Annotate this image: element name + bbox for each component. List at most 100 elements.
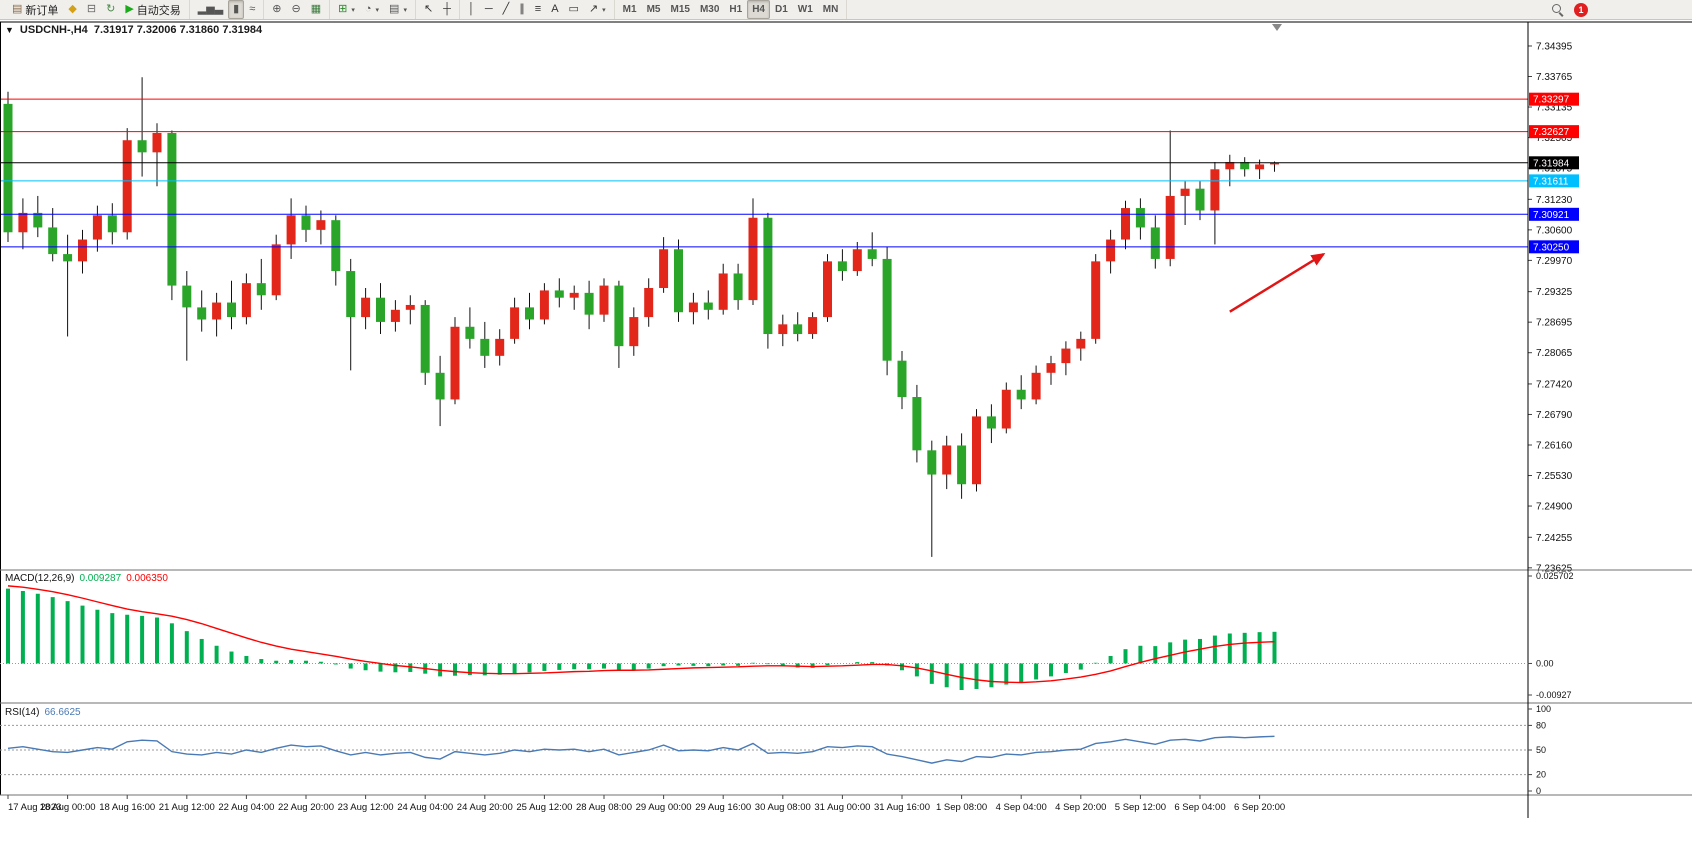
timeframe-h1-button[interactable]: H1 — [724, 0, 747, 19]
candle — [823, 254, 832, 322]
candle — [718, 263, 728, 315]
candle — [554, 278, 564, 308]
channel-icon: ∥ — [519, 3, 525, 15]
toolbar-group-zoom: ⊕ ⊖ ▦ — [264, 0, 331, 19]
candle — [420, 300, 430, 385]
candle — [241, 273, 251, 325]
indicators-icon: ⊞ — [338, 3, 348, 15]
candle — [212, 292, 222, 337]
timeframe-d1-button[interactable]: D1 — [770, 0, 793, 19]
vertical-line-button[interactable]: │ — [463, 0, 480, 19]
candle — [927, 440, 937, 557]
time-axis-label: 18 Aug 00:00 — [40, 802, 96, 813]
vertical-line-icon: │ — [467, 3, 475, 15]
print-button[interactable]: ⊟ — [82, 0, 101, 19]
candle — [1150, 215, 1160, 269]
time-axis-label: 24 Aug 04:00 — [397, 802, 453, 813]
one-click-trading-arrow-icon[interactable]: ▼ — [5, 25, 14, 35]
dropdown-caret-icon[interactable]: ▾ — [351, 6, 355, 14]
candle — [644, 278, 654, 327]
dropdown-caret-icon[interactable]: ▾ — [602, 6, 606, 14]
rsi-axis-label: 20 — [1536, 770, 1546, 780]
timeframe-m5-button[interactable]: M5 — [642, 0, 666, 19]
candles — [3, 77, 1279, 557]
support-line-blue-upper-price-tag: 7.30921 — [1529, 207, 1579, 221]
crosshair-button[interactable]: ┼ — [438, 0, 456, 19]
time-axis-label: 21 Aug 12:00 — [159, 802, 215, 813]
candle — [107, 203, 117, 245]
notification-badge[interactable]: 1 — [1574, 2, 1588, 17]
price-axis-label: 7.28065 — [1536, 348, 1573, 359]
candle — [197, 290, 207, 332]
candle — [286, 198, 296, 259]
label-icon: ▭ — [568, 3, 579, 15]
timeframe-m30-button[interactable]: M30 — [695, 0, 724, 19]
search-icon[interactable] — [1552, 3, 1564, 16]
metaeditor-icon: ◆ — [68, 3, 77, 15]
candle — [808, 312, 818, 339]
trend-arrow[interactable] — [1229, 253, 1326, 313]
chart-canvas[interactable]: 7.343957.337657.331357.325057.318757.312… — [0, 20, 1692, 818]
arrows-button[interactable]: ↗ ▾ — [584, 0, 611, 19]
macd-axis-label: 0.00 — [1536, 658, 1554, 668]
new-order-button[interactable]: ▤ 新订单 — [7, 0, 63, 19]
candle — [405, 295, 415, 325]
cursor-button[interactable]: ↖ — [419, 0, 438, 19]
candle — [986, 404, 996, 444]
time-axis-label: 31 Aug 00:00 — [814, 802, 870, 813]
chart-area: 7.343957.337657.331357.325057.318757.312… — [0, 20, 1692, 818]
candlestick-button[interactable]: ▮ — [228, 0, 245, 19]
price-axis-label: 7.33135 — [1536, 103, 1573, 114]
candle — [376, 283, 385, 335]
timeframe-d1-label: D1 — [774, 4, 788, 15]
time-axis-label: 29 Aug 00:00 — [636, 802, 692, 813]
zoom-out-button[interactable]: ⊖ — [287, 0, 306, 19]
rsi-axis-label: 80 — [1536, 720, 1546, 730]
tile-windows-button[interactable]: ▦ — [306, 0, 326, 19]
zoom-in-button[interactable]: ⊕ — [267, 0, 286, 19]
templates-button[interactable]: ▤ ▾ — [384, 0, 412, 19]
periods-button[interactable]: ◔ ▾ — [360, 0, 384, 19]
toolbar-group-trade: ▤ 新订单 ◆ ⊟ ↻ ▶ 自动交易 — [4, 0, 190, 19]
timeframe-m15-button[interactable]: M15 — [665, 0, 694, 19]
chart-shift-marker[interactable] — [1272, 24, 1282, 31]
trendline-button[interactable]: ╱ — [498, 0, 515, 19]
horizontal-line-button[interactable]: ─ — [480, 0, 498, 19]
timeframe-mn-button[interactable]: MN — [818, 0, 844, 19]
candle — [3, 91, 13, 242]
time-axis-label: 4 Sep 20:00 — [1055, 802, 1106, 813]
channel-button[interactable]: ∥ — [514, 0, 530, 19]
candle — [1001, 382, 1011, 434]
timeframe-m30-label: M30 — [699, 4, 720, 15]
bar-chart-button[interactable]: ▂▅▃ — [193, 0, 228, 19]
candle — [510, 297, 520, 344]
candle — [525, 292, 534, 330]
line-chart-button[interactable]: ≈ — [244, 0, 260, 19]
price-axis-label: 7.23625 — [1536, 563, 1573, 574]
time-axis-label: 30 Aug 08:00 — [755, 802, 811, 813]
timeframe-h4-button[interactable]: H4 — [747, 0, 770, 19]
candle — [569, 285, 579, 310]
toolbar-group-cursor: ↖ ┼ — [416, 0, 460, 19]
refresh-button[interactable]: ↻ — [101, 0, 120, 19]
toolbar-group-chart-tools: ⊞ ▾ ◔ ▾ ▤ ▾ — [330, 0, 416, 19]
candle — [1061, 341, 1071, 376]
candle — [957, 433, 967, 499]
fibonacci-button[interactable]: ≡ — [530, 0, 546, 19]
macd-title: MACD(12,26,9) — [5, 573, 75, 584]
label-button[interactable]: ▭ — [564, 0, 584, 19]
time-axis-label: 1 Sep 08:00 — [936, 802, 987, 813]
rsi-axis-label: 100 — [1536, 704, 1551, 714]
dropdown-caret-icon[interactable]: ▾ — [375, 6, 380, 14]
timeframe-m1-button[interactable]: M1 — [618, 0, 642, 19]
dropdown-caret-icon[interactable]: ▾ — [403, 6, 407, 14]
indicators-button[interactable]: ⊞ ▾ — [333, 0, 360, 19]
timeframe-m5-label: M5 — [646, 4, 661, 15]
time-axis-label: 22 Aug 20:00 — [278, 802, 334, 813]
price-axis-label: 7.26790 — [1536, 410, 1573, 421]
autotrading-button[interactable]: ▶ 自动交易 — [120, 0, 185, 19]
metaeditor-button[interactable]: ◆ — [63, 0, 81, 19]
timeframe-w1-button[interactable]: W1 — [793, 0, 818, 19]
text-button[interactable]: A — [546, 0, 563, 19]
price-axis-label: 7.31230 — [1536, 195, 1573, 206]
